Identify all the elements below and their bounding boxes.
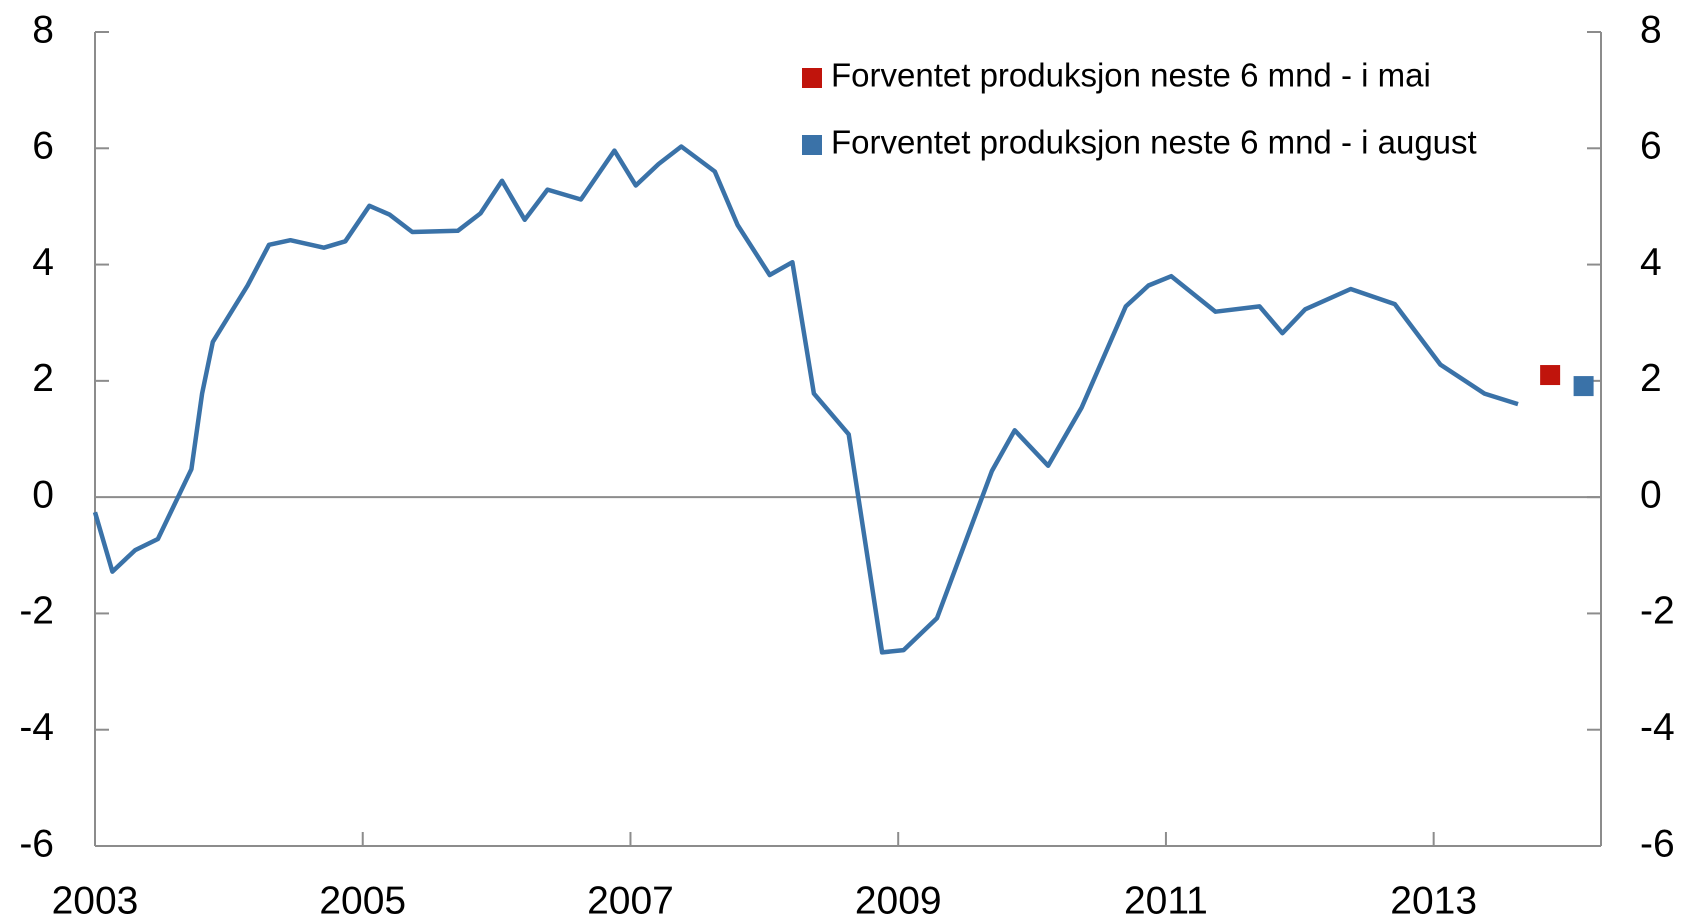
legend-swatch [802, 68, 822, 88]
y-tick-label: -4 [19, 706, 54, 749]
y-tick-label: -2 [19, 590, 54, 633]
y-tick-label: 6 [32, 125, 54, 168]
x-tick-label: 2011 [1124, 879, 1208, 922]
y2-tick-label: 2 [1640, 357, 1662, 400]
y2-tick-label: -4 [1640, 706, 1675, 749]
y2-tick-label: 8 [1640, 8, 1662, 51]
point-marker [1573, 376, 1594, 397]
legend-label: Forventet produksjon neste 6 mnd - i aug… [831, 124, 1477, 161]
x-tick-label: 2005 [319, 879, 406, 922]
legend-label: Forventet produksjon neste 6 mnd - i mai [831, 57, 1431, 94]
x-tick-label: 2013 [1390, 879, 1477, 922]
x-tick-label: 2003 [52, 879, 139, 922]
legend-swatch [802, 135, 822, 155]
y2-tick-label: 6 [1640, 125, 1662, 168]
series-line [92, 144, 1519, 655]
y2-tick-label: 0 [1640, 473, 1662, 516]
y2-tick-label: 4 [1640, 241, 1662, 284]
y-tick-label: 8 [32, 8, 54, 51]
y-tick-label: 0 [32, 473, 54, 516]
y-tick-label: 4 [32, 241, 54, 284]
x-tick-label: 2007 [587, 879, 674, 922]
x-tick-label: 2009 [855, 879, 942, 922]
y-tick-label: -6 [19, 822, 54, 865]
y-tick-label: 2 [32, 357, 54, 400]
y2-tick-label: -2 [1640, 590, 1675, 633]
y2-tick-label: -6 [1640, 822, 1675, 865]
point-marker [1540, 365, 1561, 386]
